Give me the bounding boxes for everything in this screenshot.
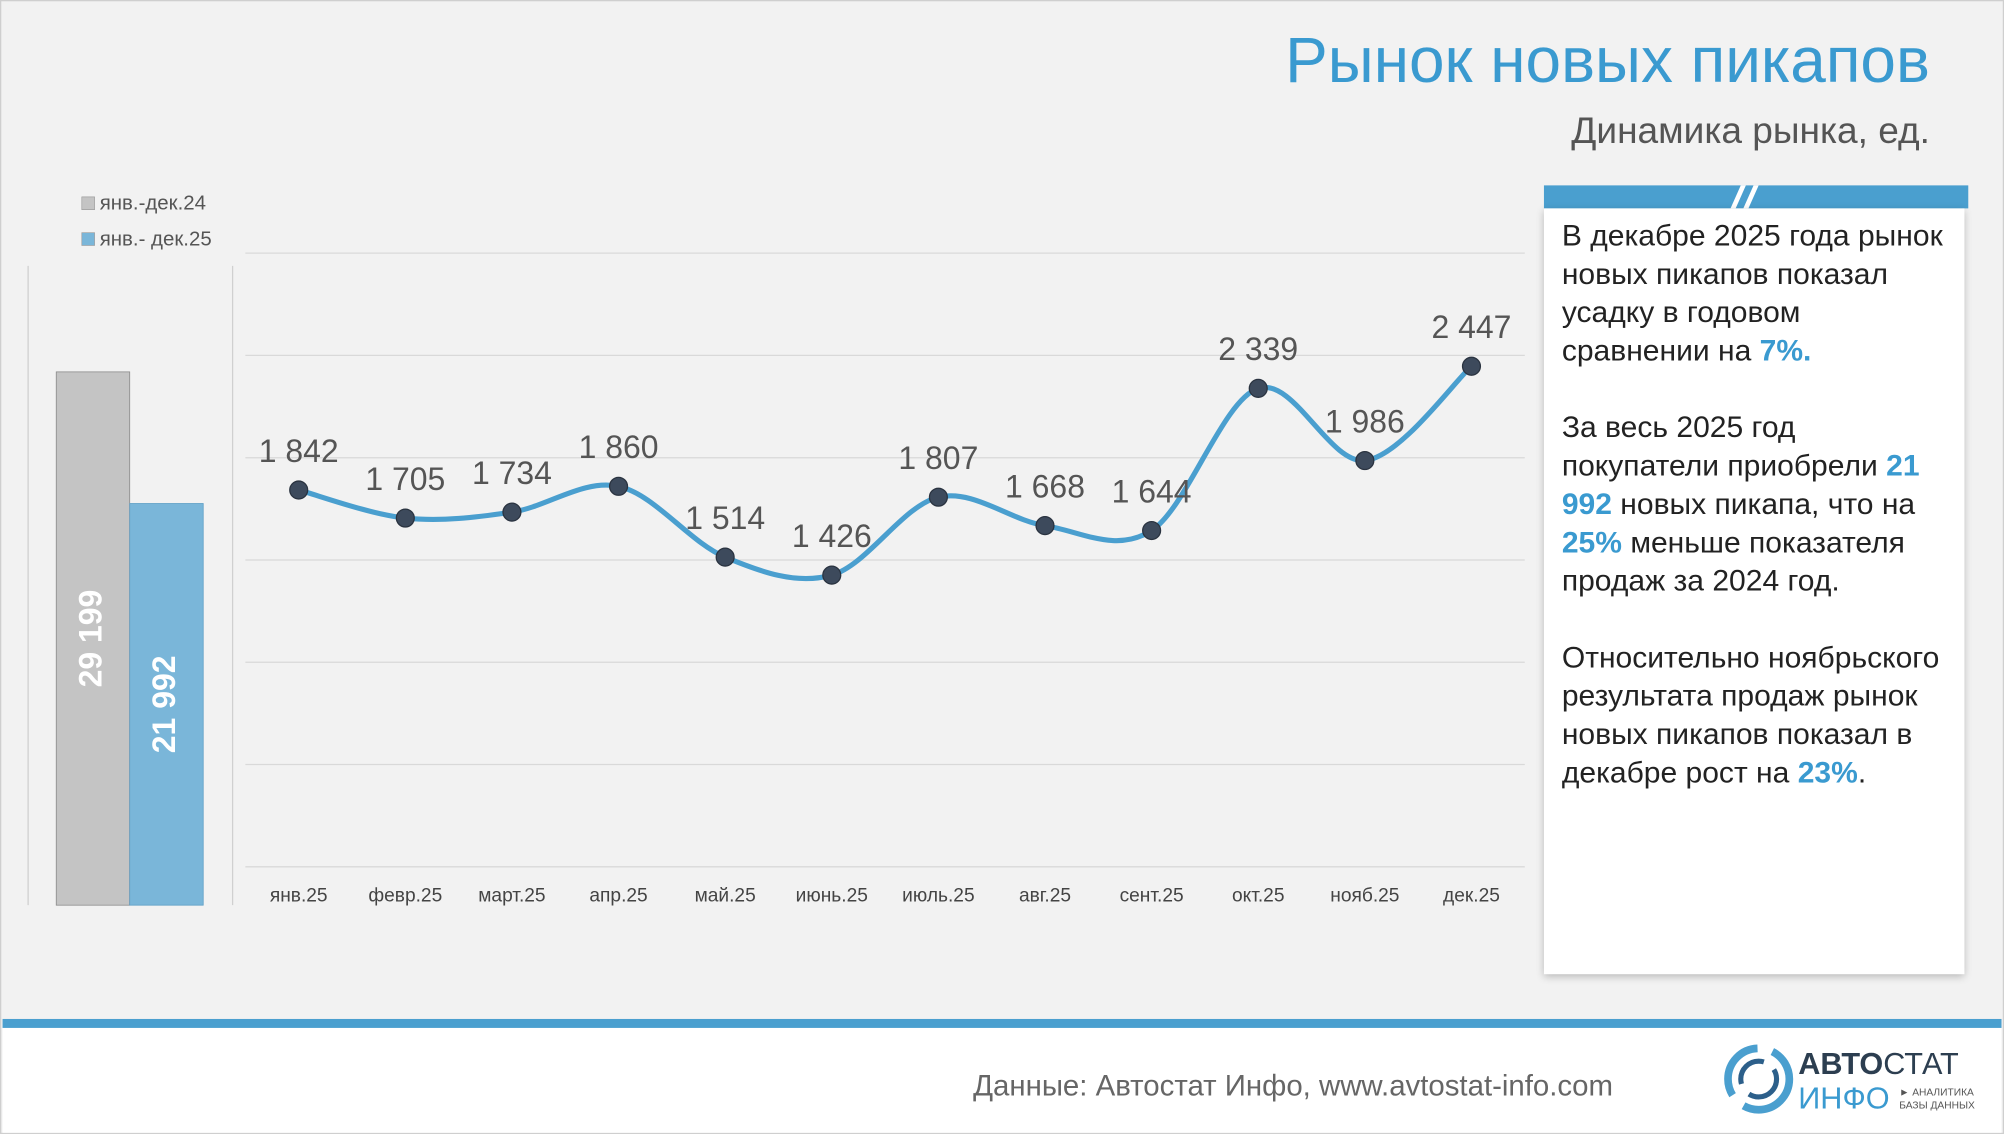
logo-mark [1724,1044,1794,1114]
panel-paragraph: В декабре 2025 года рынок новых пикапов … [1562,216,1952,369]
value-label: 1 860 [579,429,659,465]
x-tick-label: янв.25 [270,885,328,906]
panel-notch [1730,185,1759,209]
x-tick-label: дек.25 [1443,885,1500,906]
panel-text: Относительно ноябрьского результата прод… [1561,640,1940,789]
logo-brand: АВТОСТАТ [1798,1047,1959,1081]
panel-text: В декабре 2025 года рынок новых пикапов … [1561,218,1943,367]
source: Данные: Автостат Инфо, www.avtostat-info… [973,1070,1613,1103]
marker [715,547,735,567]
x-tick-label: нояб.25 [1330,885,1399,906]
marker [1035,516,1055,536]
panel-text: меньше показателя продаж за 2024 год. [1561,525,1905,598]
panel-header [1543,185,1969,209]
x-tick-label: окт.25 [1232,885,1285,906]
value-label: 1 705 [365,461,445,497]
marker [502,502,522,522]
panel-highlight: 23% [1797,755,1858,789]
logo-mark-inner [1738,1058,1780,1100]
logo-brand-bold: АВТО [1798,1047,1883,1081]
panel-highlight: 25% [1561,525,1622,559]
footer-bar [2,1018,2002,1028]
logo: АВТОСТАТ ИНФО ► АНАЛИТИКА БАЗЫ ДАННЫХ [1724,1044,1975,1115]
marker [1461,356,1482,376]
marker [1355,450,1375,471]
value-label: 2 447 [1432,309,1512,345]
value-label: 1 514 [685,500,765,536]
text-panel: В декабре 2025 года рынок новых пикапов … [1543,208,1965,975]
value-label: 1 734 [472,455,552,491]
bar [129,503,204,906]
value-label: 1 842 [259,433,339,469]
value-label: 1 668 [1005,468,1085,504]
marker [395,508,415,528]
logo-sub: ИНФО [1798,1081,1889,1115]
marker [289,480,309,500]
x-tick-label: апр.25 [589,885,647,906]
marker [1142,520,1162,541]
value-label: 2 339 [1218,331,1298,367]
footer-area [2,1027,2002,1133]
panel-text: новых пикапа, что на [1611,487,1916,521]
x-tick-label: авг.25 [1019,885,1071,906]
value-label: 1 644 [1112,473,1192,509]
marker [928,487,948,507]
legend-swatch [81,232,95,246]
logo-tagline: БАЗЫ ДАННЫХ [1899,1100,1975,1111]
bar [55,371,131,906]
value-label: 1 986 [1325,403,1405,439]
marker [1248,378,1268,398]
bar-value-label: 21 992 [146,655,182,753]
legend-label: янв.- дек.25 [100,227,212,250]
x-tick-label: март.25 [478,885,545,906]
panel-text: За весь 2025 год покупатели приобрели [1561,410,1887,482]
logo-tagline: ► АНАЛИТИКА [1899,1088,1974,1099]
legend-label: янв.-дек.24 [100,192,206,215]
marker [608,476,629,496]
x-tick-label: сент.25 [1120,885,1184,906]
value-label: 1 807 [898,440,978,476]
x-tick-label: июль.25 [902,885,974,906]
x-tick-label: февр.25 [368,885,442,906]
panel-text: . [1857,755,1867,789]
legend-swatch [81,196,95,210]
x-tick-label: июнь.25 [796,885,868,906]
bar-value-label: 29 199 [72,590,108,688]
subtitle: Динамика рынка, ед. [1571,109,1930,151]
panel-highlight: 7%. [1759,333,1812,367]
panel-highlight: 21 992 [1561,448,1920,521]
value-label: 1 426 [792,518,872,554]
x-tick-label: май.25 [695,885,756,906]
panel-paragraph: Относительно ноябрьского результата прод… [1562,638,1952,791]
panel-paragraph: За весь 2025 год покупатели приобрели 21… [1562,408,1952,600]
marker [822,565,842,585]
logo-brand-rest: СТАТ [1883,1047,1959,1081]
title: Рынок новых пикапов [1285,24,1930,96]
